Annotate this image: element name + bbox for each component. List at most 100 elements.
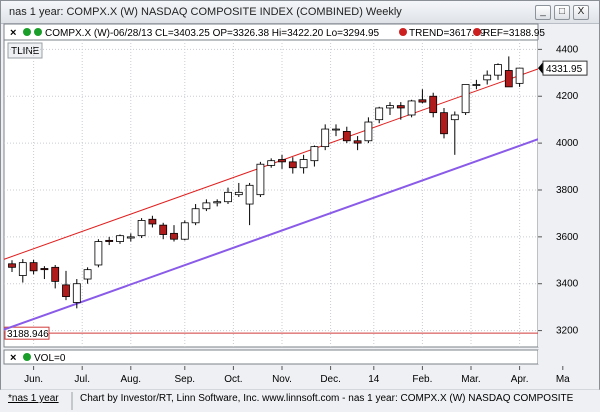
x-axis-panel bbox=[4, 366, 596, 388]
plot-area[interactable] bbox=[3, 39, 539, 348]
candle-up bbox=[364, 121, 373, 142]
candle-up bbox=[256, 163, 265, 196]
ref-info: REF=3188.95 bbox=[483, 28, 545, 39]
candle-down bbox=[288, 161, 297, 169]
candle-up bbox=[321, 128, 330, 148]
minimize-button[interactable]: _ bbox=[535, 5, 551, 20]
y-tick-label: 4200 bbox=[556, 91, 579, 102]
candle-up bbox=[310, 146, 319, 162]
symbol-info: COMPX.X (W)-06/28/13 CL=3403.25 OP=3326.… bbox=[45, 28, 380, 39]
last-price-box bbox=[542, 60, 588, 76]
candle-up bbox=[234, 191, 243, 196]
candle-up bbox=[18, 262, 27, 276]
candle-down bbox=[342, 130, 351, 142]
volume-axis-panel bbox=[538, 350, 596, 364]
maximize-button[interactable]: □ bbox=[554, 5, 570, 20]
last-price-label: 4331.95 bbox=[546, 64, 583, 75]
x-axis: Jun. Jul. Aug. Sep. Oct. Nov. Dec. 14 Feb. Mar. Ap… bbox=[24, 366, 570, 385]
trend-lines-layer: 3188.946 bbox=[4, 68, 538, 340]
candle-up bbox=[126, 236, 135, 239]
candle-up bbox=[450, 114, 459, 121]
x-tick-label: Feb. bbox=[412, 374, 432, 385]
last-price-arrow bbox=[538, 62, 543, 75]
x-tick-label: Mar. bbox=[461, 374, 480, 385]
candle-down bbox=[504, 70, 513, 88]
tline-label: TLINE bbox=[11, 46, 40, 57]
candle-up bbox=[213, 201, 222, 204]
x-tick-label: Apr. bbox=[511, 374, 529, 385]
green-status-icon-2 bbox=[34, 28, 42, 36]
y-tick-label: 4400 bbox=[556, 44, 579, 55]
candle-up bbox=[461, 84, 470, 114]
header-close-icon[interactable]: × bbox=[10, 27, 16, 39]
x-tick-label: Dec. bbox=[320, 374, 341, 385]
footer-credit: Chart by Investor/RT, Linn Software, Inc… bbox=[80, 393, 574, 404]
close-button[interactable]: X bbox=[573, 5, 589, 20]
candle-up bbox=[386, 105, 394, 109]
x-tick-label: Jun. bbox=[24, 374, 43, 385]
y-tick-label: 3200 bbox=[556, 326, 579, 337]
x-tick-label: Jul. bbox=[74, 374, 90, 385]
y-axis-panel bbox=[538, 40, 596, 347]
volume-strip bbox=[3, 349, 539, 365]
candle-down bbox=[148, 218, 157, 225]
candle-up bbox=[375, 107, 384, 121]
window-title: nas 1 year: COMPX.X (W) NASDAQ COMPOSITE… bbox=[9, 6, 402, 18]
candle-up bbox=[267, 160, 276, 166]
candle-up bbox=[94, 241, 103, 266]
candle-down bbox=[29, 262, 38, 272]
candle-up bbox=[515, 67, 524, 84]
ref-label: 3188.946 bbox=[7, 329, 49, 340]
candle-up bbox=[494, 64, 502, 76]
grid-layer bbox=[4, 40, 538, 347]
green-status-icon bbox=[23, 28, 31, 36]
volume-status-icon bbox=[23, 353, 31, 361]
footer-tab[interactable]: *nas 1 year bbox=[8, 393, 59, 404]
candle-down bbox=[440, 112, 448, 135]
candle-down bbox=[429, 95, 438, 114]
candle-up bbox=[472, 84, 481, 86]
candle-up bbox=[116, 235, 124, 242]
candle-down bbox=[353, 140, 362, 144]
y-tick-label: 3600 bbox=[556, 232, 579, 243]
candle-up bbox=[137, 220, 146, 237]
trend-info: TREND=3617.99 bbox=[409, 28, 486, 39]
candle-down bbox=[170, 232, 178, 240]
footer-bar bbox=[0, 390, 600, 412]
y-axis: 3200 3400 3600 3800 4000 4200 4400 4331.95 bbox=[538, 44, 588, 337]
trend-line-support bbox=[4, 138, 538, 331]
y-tick-label: 3400 bbox=[556, 279, 579, 290]
candles-layer bbox=[8, 56, 524, 309]
candle-up bbox=[483, 74, 492, 81]
x-tick-label: Oct. bbox=[224, 374, 242, 385]
candle-up bbox=[191, 208, 200, 224]
ref-marker-icon bbox=[473, 28, 481, 36]
candle-up bbox=[332, 128, 340, 131]
x-tick-label: Ma bbox=[556, 374, 570, 385]
candle-up bbox=[407, 100, 416, 116]
candle-up bbox=[299, 159, 308, 169]
candle-up bbox=[83, 269, 92, 280]
volume-close-icon[interactable]: × bbox=[10, 352, 16, 364]
volume-label: VOL=0 bbox=[34, 353, 66, 364]
candle-down bbox=[105, 239, 114, 242]
candle-down bbox=[159, 224, 168, 235]
candle-up bbox=[245, 184, 254, 205]
x-tick-label: Nov. bbox=[272, 374, 292, 385]
candle-down bbox=[8, 263, 16, 268]
candle-down bbox=[418, 99, 427, 103]
candle-down bbox=[396, 105, 405, 109]
candle-down bbox=[278, 159, 286, 163]
x-tick-label: Aug. bbox=[121, 374, 142, 385]
x-tick-label: 14 bbox=[368, 374, 380, 385]
candle-up bbox=[180, 222, 189, 240]
ref-label-box bbox=[4, 326, 50, 340]
x-tick-label: Sep. bbox=[175, 374, 196, 385]
candle-up bbox=[224, 191, 232, 203]
y-tick-label: 3800 bbox=[556, 185, 579, 196]
trend-marker-icon bbox=[399, 28, 407, 36]
candle-down bbox=[40, 268, 49, 271]
candle-down bbox=[62, 284, 70, 298]
y-tick-label: 4000 bbox=[556, 138, 579, 149]
